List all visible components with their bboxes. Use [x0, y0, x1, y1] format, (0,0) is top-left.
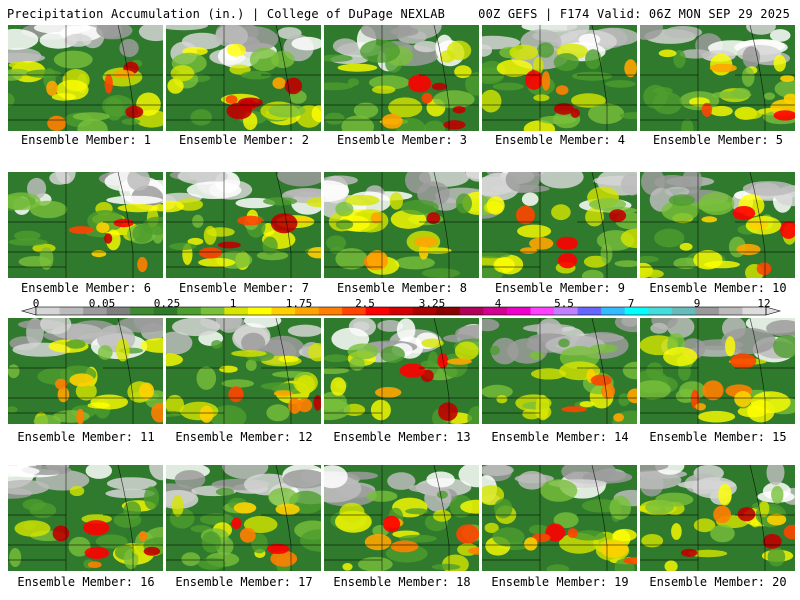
- colorbar-swatch: [624, 307, 649, 315]
- colorbar-tick-label: 0.25: [153, 297, 181, 310]
- colorbar-swatch: [577, 307, 602, 315]
- colorbar-swatch: [106, 307, 131, 315]
- colorbar-tick-label: 3.25: [418, 297, 446, 310]
- colorbar-tick-label: 5.5: [554, 297, 574, 310]
- member-label: Ensemble Member: 12: [175, 430, 313, 444]
- member-label: Ensemble Member: 11: [17, 430, 155, 444]
- colorbar-swatch: [742, 307, 767, 315]
- colorbar-tick-label: 2.5: [355, 297, 375, 310]
- colorbar-swatch: [412, 307, 437, 315]
- colorbar-swatch: [671, 307, 696, 315]
- member-label: Ensemble Member: 15: [649, 430, 787, 444]
- colorbar-swatch: [130, 307, 155, 315]
- member-label: Ensemble Member: 5: [652, 133, 784, 147]
- colorbar-swatch: [601, 307, 626, 315]
- member-label: Ensemble Member: 18: [333, 575, 471, 589]
- colorbar-tick-label: 12: [757, 297, 771, 310]
- colorbar-swatch: [318, 307, 343, 315]
- member-map: [482, 465, 637, 571]
- colorbar-swatch: [59, 307, 84, 315]
- member-map: [166, 465, 321, 571]
- member-label: Ensemble Member: 19: [491, 575, 629, 589]
- member-label: Ensemble Member: 3: [336, 133, 468, 147]
- member-map: [640, 25, 795, 131]
- colorbar-swatch: [295, 307, 319, 315]
- member-map: [482, 318, 637, 424]
- member-label: Ensemble Member: 1: [20, 133, 152, 147]
- colorbar-tick-label: 4: [494, 297, 502, 310]
- valid-time: 00Z GEFS | F174 Valid: 06Z MON SEP 29 20…: [478, 7, 790, 21]
- member-label: Ensemble Member: 20: [649, 575, 787, 589]
- member-label: Ensemble Member: 16: [17, 575, 155, 589]
- colorbar-swatch: [247, 307, 272, 315]
- colorbar-tick-label: 9: [693, 297, 701, 310]
- member-map: [166, 318, 321, 424]
- member-map: [482, 25, 637, 131]
- member-map: [324, 318, 479, 424]
- member-map: [482, 172, 637, 278]
- colorbar-swatch: [530, 307, 555, 315]
- member-map: [8, 172, 163, 278]
- colorbar-tick-label: 1.75: [285, 297, 313, 310]
- member-label: Ensemble Member: 13: [333, 430, 471, 444]
- member-label: Ensemble Member: 6: [20, 281, 152, 295]
- member-map: [640, 172, 795, 278]
- colorbar-swatch: [483, 307, 508, 315]
- member-label: Ensemble Member: 8: [336, 281, 468, 295]
- colorbar-swatch: [342, 307, 366, 315]
- colorbar-swatch: [389, 307, 414, 315]
- member-label: Ensemble Member: 2: [178, 133, 310, 147]
- member-map: [8, 318, 163, 424]
- colorbar-swatch: [153, 307, 178, 315]
- member-label: Ensemble Member: 14: [491, 430, 629, 444]
- member-map: [8, 25, 163, 131]
- colorbar-tick-label: 0: [32, 297, 40, 310]
- page-title: Precipitation Accumulation (in.) | Colle…: [7, 7, 446, 21]
- colorbar-swatch: [459, 307, 484, 315]
- colorbar-swatch: [83, 307, 107, 315]
- member-label: Ensemble Member: 17: [175, 575, 313, 589]
- colorbar-swatch: [695, 307, 720, 315]
- member-map: [324, 25, 479, 131]
- member-map: [166, 25, 321, 131]
- colorbar-tick-label: 7: [627, 297, 635, 310]
- member-map: [8, 465, 163, 571]
- member-label: Ensemble Member: 4: [494, 133, 626, 147]
- colorbar-swatch: [271, 307, 296, 315]
- colorbar-swatch: [718, 307, 743, 315]
- member-map: [640, 318, 795, 424]
- colorbar-swatch: [365, 307, 390, 315]
- colorbar-swatch: [554, 307, 578, 315]
- colorbar-swatch: [224, 307, 249, 315]
- colorbar-tick-label: 0.05: [88, 297, 116, 310]
- member-label: Ensemble Member: 10: [649, 281, 787, 295]
- member-label: Ensemble Member: 7: [178, 281, 310, 295]
- colorbar-swatch: [436, 307, 461, 315]
- member-map: [324, 465, 479, 571]
- member-map: [640, 465, 795, 571]
- colorbar-tick-label: 1: [229, 297, 237, 310]
- colorbar-swatch: [177, 307, 202, 315]
- colorbar-swatch: [506, 307, 531, 315]
- member-label: Ensemble Member: 9: [494, 281, 626, 295]
- member-map: [166, 172, 321, 278]
- colorbar-swatch: [36, 307, 60, 315]
- colorbar: [20, 306, 782, 316]
- member-map: [324, 172, 479, 278]
- colorbar-swatch: [200, 307, 225, 315]
- colorbar-swatch: [648, 307, 673, 315]
